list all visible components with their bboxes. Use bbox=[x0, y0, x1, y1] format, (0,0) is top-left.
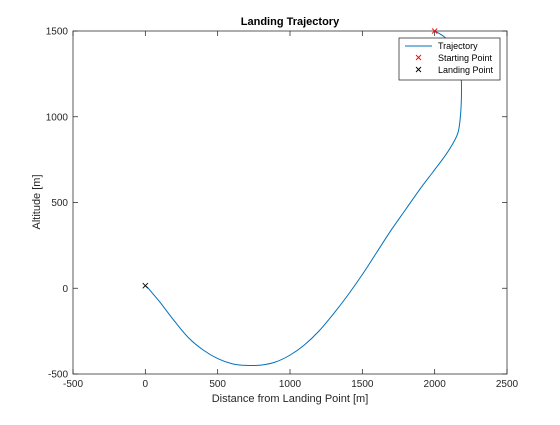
series-layer bbox=[142, 28, 463, 367]
x-tick-label: 2000 bbox=[424, 379, 447, 390]
ticks-layer: -500 0 500 1000 1500 2000 2500 -500 0 500 1000 1500 bbox=[46, 27, 519, 391]
x-tick-label: 1500 bbox=[351, 379, 374, 390]
legend-landing-label: Landing Point bbox=[438, 65, 494, 75]
trajectory-series-line bbox=[145, 30, 463, 367]
plot-area bbox=[72, 30, 508, 375]
y-tick-label: -500 bbox=[48, 370, 68, 381]
legend-landing-marker-icon bbox=[415, 66, 422, 73]
legend-box bbox=[398, 37, 501, 81]
legend-start-marker-icon bbox=[415, 54, 422, 61]
x-tick-label: 0 bbox=[143, 379, 149, 390]
legend-start-label: Starting Point bbox=[438, 53, 493, 63]
x-axis-label: Distance from Landing Point [m] bbox=[212, 393, 369, 405]
legend-trajectory-label: Trajectory bbox=[438, 41, 478, 51]
legend: Trajectory Starting Point Landing Point bbox=[398, 37, 501, 81]
starting-point-marker bbox=[431, 28, 438, 34]
x-tick-label: 1000 bbox=[279, 379, 302, 390]
y-tick-label: 1500 bbox=[46, 27, 69, 38]
landing-point-marker bbox=[142, 282, 149, 289]
x-tick-label: 500 bbox=[209, 379, 226, 390]
x-tick-label: -500 bbox=[63, 379, 83, 390]
chart-title: Landing Trajectory bbox=[241, 16, 340, 28]
y-tick-label: 1000 bbox=[46, 112, 69, 123]
y-axis-label: Altitude [m] bbox=[31, 174, 43, 229]
y-tick-label: 0 bbox=[62, 284, 68, 295]
y-tick-label: 500 bbox=[51, 198, 68, 209]
x-tick-label: 2500 bbox=[496, 379, 519, 390]
